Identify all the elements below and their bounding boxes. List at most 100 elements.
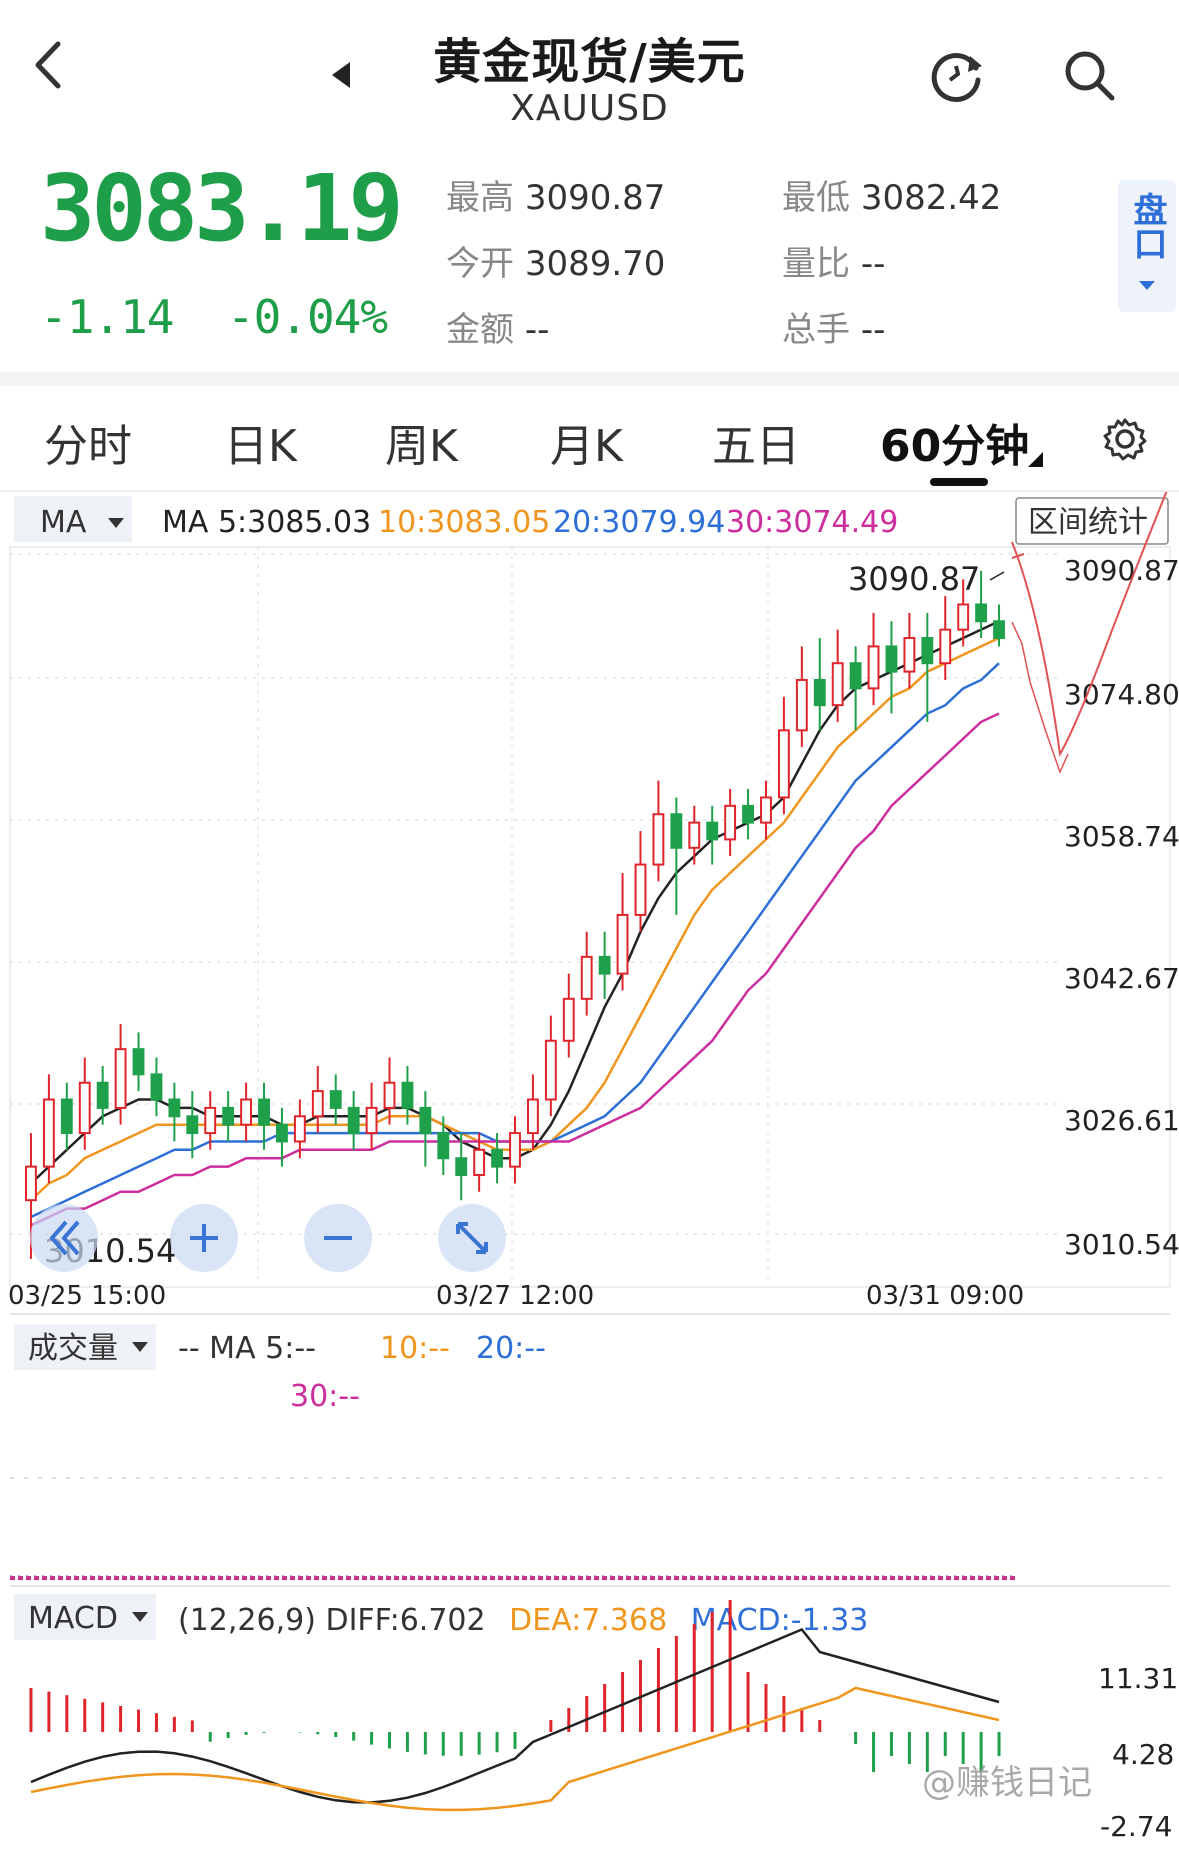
last-price: 3083.19 xyxy=(40,155,404,262)
stat-value: -- xyxy=(860,310,886,350)
candle-body xyxy=(383,1081,396,1109)
kline-chart[interactable]: MA MA 5:3085.03 10:3083.05 20:3079.94 30… xyxy=(0,492,1179,1857)
stat-high: 最高 3090.87 xyxy=(446,170,665,219)
symbol-code: XAUUSD xyxy=(510,88,669,129)
macd-plot xyxy=(29,1600,1001,1812)
candle-body xyxy=(724,804,737,841)
fullscreen-button[interactable] xyxy=(438,1204,506,1272)
x-axis-label: 03/27 12:00 xyxy=(436,1281,594,1311)
macd-params: (12,26,9) xyxy=(178,1603,316,1638)
candle-body xyxy=(526,1098,539,1135)
expand-icon xyxy=(456,1222,488,1254)
scroll-left-button[interactable] xyxy=(30,1204,98,1272)
candle-body xyxy=(365,1106,378,1135)
stat-low: 最低 3082.42 xyxy=(782,170,1001,219)
tab-monthly-k[interactable]: 月K xyxy=(550,421,623,472)
double-chevron-left-icon xyxy=(49,1220,68,1256)
range-stats-button[interactable] xyxy=(1015,497,1169,545)
x-axis-label: 03/31 09:00 xyxy=(866,1281,1024,1311)
candle-body xyxy=(204,1106,217,1135)
tab-five-day[interactable]: 五日 xyxy=(712,421,800,472)
selector-caret-icon xyxy=(132,1612,148,1622)
top-nav-bar: 黄金现货/美元 XAUUSD xyxy=(0,0,1179,150)
stat-value: -- xyxy=(860,244,886,284)
watermark: @赚钱日记 xyxy=(922,1763,1092,1803)
candle-body xyxy=(78,1081,91,1135)
order-book-toggle[interactable]: 盘口 xyxy=(1118,180,1176,312)
y-axis-label: 3026.61 xyxy=(1064,1104,1179,1137)
prev-triangle-icon[interactable] xyxy=(330,60,354,90)
candle-body xyxy=(975,603,988,623)
stat-value: 3090.87 xyxy=(524,178,666,218)
volume-selector-bg[interactable] xyxy=(14,1324,156,1370)
zoom-in-button[interactable] xyxy=(170,1204,238,1272)
selector-caret-icon xyxy=(108,518,124,528)
candle-body xyxy=(347,1106,360,1135)
quote-panel xyxy=(0,150,1179,370)
tab-timeshare[interactable]: 分时 xyxy=(44,421,132,472)
macd-y-label: -2.74 xyxy=(1100,1810,1172,1843)
ma-legend: MA 5:3085.03 10:3083.05 20:3079.94 30:30… xyxy=(162,505,898,540)
candle-body xyxy=(562,997,575,1042)
selector-caret-icon xyxy=(132,1342,148,1352)
candle-body xyxy=(311,1090,324,1118)
candle-body xyxy=(867,645,880,690)
candles xyxy=(25,570,1005,1259)
candle-body xyxy=(96,1081,109,1109)
candle-body xyxy=(293,1115,306,1143)
candle-body xyxy=(795,678,808,732)
candle-body xyxy=(401,1081,414,1109)
ma20-legend: 20:3079.94 xyxy=(553,505,725,540)
search-icon[interactable] xyxy=(1060,46,1120,106)
candle-body xyxy=(885,645,898,673)
candle-body xyxy=(186,1115,199,1135)
volume-ma30-legend: 30:-- xyxy=(290,1379,360,1414)
price-change: -1.14 -0.04% xyxy=(40,290,388,344)
candle-body xyxy=(921,637,934,665)
high-marker-pointer xyxy=(989,571,1005,581)
tab-daily-k[interactable]: 日K xyxy=(224,421,297,472)
ma10-legend: 10:3083.05 xyxy=(378,505,550,540)
stat-amount: 金额 -- xyxy=(446,302,549,351)
caret-down-icon xyxy=(1139,281,1155,290)
active-tab-indicator xyxy=(930,478,988,486)
zoom-out-button[interactable] xyxy=(304,1204,372,1272)
candle-body xyxy=(580,955,593,1000)
plus-icon xyxy=(190,1224,218,1252)
indicator-selector-label[interactable]: MA xyxy=(40,505,87,540)
stat-volume-ratio: 量比 -- xyxy=(782,236,885,285)
candle-body xyxy=(329,1090,342,1109)
macd-legend: (12,26,9) DIFF:6.702 DEA:7.368 MACD:-1.3… xyxy=(178,1603,868,1638)
stat-label: 量比 xyxy=(782,244,850,284)
candle-body xyxy=(491,1148,504,1168)
candle-body xyxy=(616,913,629,975)
stat-label: 今开 xyxy=(446,244,514,284)
macd-y-label: 11.31 xyxy=(1098,1662,1178,1695)
hand-drawn-projection xyxy=(1011,492,1168,757)
candle-body xyxy=(150,1073,163,1101)
stat-value: -- xyxy=(524,310,550,350)
candle-body xyxy=(957,603,970,631)
candle-body xyxy=(903,637,916,673)
y-axis-label: 3058.74 xyxy=(1064,820,1179,853)
change-percent: -0.04% xyxy=(226,290,388,344)
tab-60-minute[interactable]: 60分钟 xyxy=(880,421,1030,472)
macd-selector-label[interactable]: MACD xyxy=(28,1601,118,1636)
candle-body xyxy=(437,1132,450,1160)
candle-body xyxy=(652,813,665,866)
y-axis-label: 3042.67 xyxy=(1064,962,1179,995)
tab-dropdown-corner-icon xyxy=(1028,452,1043,467)
macd-selector-bg[interactable] xyxy=(14,1594,156,1640)
candle-body xyxy=(240,1098,253,1126)
volume-ma5-legend: -- MA 5:-- xyxy=(178,1331,316,1366)
candle-body xyxy=(509,1132,521,1168)
refresh-icon[interactable] xyxy=(928,46,988,106)
tab-weekly-k[interactable]: 周K xyxy=(385,421,458,472)
candle-body xyxy=(455,1157,468,1177)
ma5-legend: MA 5:3085.03 xyxy=(162,505,371,540)
settings-gear-icon[interactable] xyxy=(1102,416,1148,462)
stat-total-hands: 总手 -- xyxy=(782,302,885,351)
volume-selector-label[interactable]: 成交量 xyxy=(28,1331,118,1366)
back-arrow-icon[interactable] xyxy=(30,40,70,90)
candle-body xyxy=(598,955,611,975)
